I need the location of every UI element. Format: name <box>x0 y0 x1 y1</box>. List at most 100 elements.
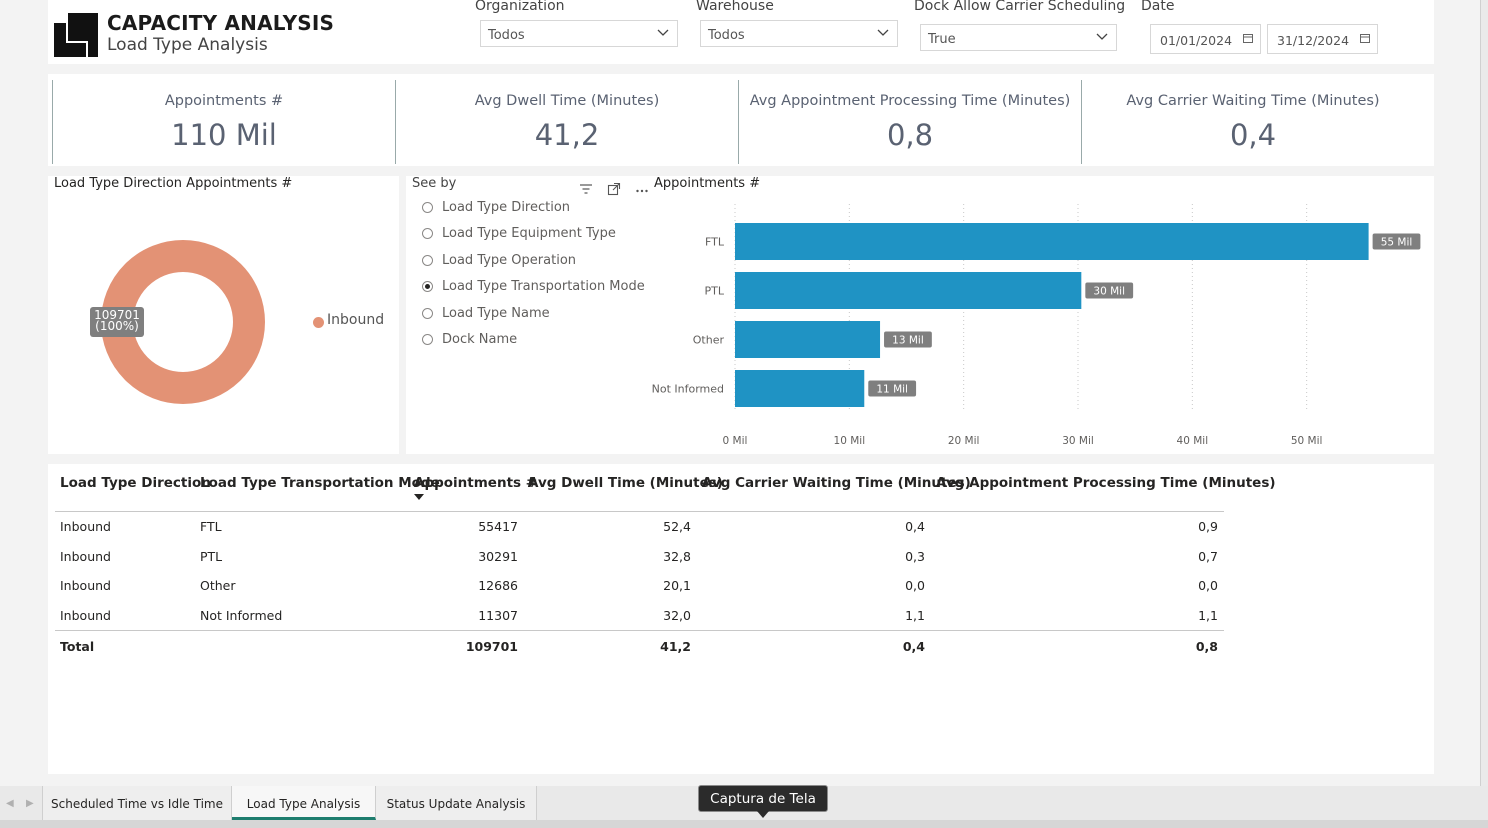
kpi-card-processing-time: Avg Appointment Processing Time (Minutes… <box>738 80 1081 164</box>
end-date-input[interactable]: 31/12/2024 <box>1267 24 1378 54</box>
total-appointments: 109701 <box>465 639 518 654</box>
slicer-option-label: Load Type Direction <box>442 200 571 215</box>
warehouse-dropdown[interactable]: Todos <box>700 20 898 47</box>
more-options-icon[interactable] <box>635 182 649 196</box>
column-header-waiting-time[interactable]: Avg Carrier Waiting Time (Minutes) <box>702 475 971 491</box>
warehouse-filter-label: Warehouse <box>696 0 774 14</box>
kpi-label: Avg Dwell Time (Minutes) <box>474 93 660 109</box>
bar[interactable] <box>735 321 881 358</box>
tooltip-pointer <box>757 811 769 818</box>
filter-icon[interactable] <box>579 182 593 196</box>
radio-empty-icon[interactable] <box>422 228 433 240</box>
donut-data-label: 109701 (100%) <box>90 307 144 337</box>
column-header-processing-time[interactable]: Avg Appointment Processing Time (Minutes… <box>936 475 1276 491</box>
tab-status-update[interactable]: Status Update Analysis <box>376 786 537 820</box>
cell-processing-time: 0,9 <box>1198 519 1218 534</box>
tab-load-type-analysis[interactable]: Load Type Analysis <box>232 786 376 820</box>
data-label: 13 Mil <box>892 335 924 347</box>
kpi-label: Avg Carrier Waiting Time (Minutes) <box>1126 93 1380 109</box>
bar[interactable] <box>735 223 1369 260</box>
kpi-card-appointments: Appointments # 110 Mil <box>52 80 395 164</box>
bar-chart-plot: 0 Mil 10 Mil 20 Mil 30 Mil 40 Mil 50 Mil FTL 55… <box>652 204 1421 447</box>
cell-direction: Inbound <box>60 578 111 594</box>
window-bottom-strip <box>0 820 1488 828</box>
column-header-direction[interactable]: Load Type Direction <box>60 475 211 491</box>
dock-scheduling-filter-label: Dock Allow Carrier Scheduling <box>914 0 1126 14</box>
data-label: 30 Mil <box>1093 286 1125 298</box>
kpi-label: Avg Appointment Processing Time (Minutes… <box>749 93 1071 109</box>
date-filter-label: Date <box>1141 0 1175 14</box>
report-subtitle: Load Type Analysis <box>107 35 268 55</box>
cell-processing-time: 1,1 <box>1198 608 1218 624</box>
data-label: 55 Mil <box>1381 237 1413 249</box>
slicer-title: See by <box>412 176 457 191</box>
legend-marker <box>313 317 324 328</box>
x-tick-label: 20 Mil <box>948 435 980 447</box>
x-tick-label: 50 Mil <box>1291 435 1323 447</box>
bar[interactable] <box>735 272 1082 309</box>
organization-filter-label: Organization <box>475 0 565 14</box>
dock-scheduling-dropdown-value: True <box>928 32 956 47</box>
legend-item-inbound[interactable]: Inbound <box>327 312 385 328</box>
column-header-appointments[interactable]: Appointments # <box>414 475 538 491</box>
total-divider <box>55 630 1224 631</box>
organization-dropdown[interactable]: Todos <box>480 20 678 47</box>
bar-chart-title: Appointments # <box>654 176 761 191</box>
kpi-value: 110 Mil <box>171 118 277 152</box>
slicer-option-label: Load Type Operation <box>442 252 577 268</box>
cell-appointments: 11307 <box>478 608 518 624</box>
cell-appointments: 12686 <box>478 578 518 594</box>
tab-scheduled-time[interactable]: Scheduled Time vs Idle Time <box>42 786 232 820</box>
cell-waiting-time: 1,1 <box>905 608 925 624</box>
data-label-badge <box>884 331 932 348</box>
y-category-label: Other <box>693 334 725 347</box>
tab-scroll-right-icon[interactable]: ▶ <box>26 798 34 809</box>
kpi-value: 0,4 <box>1229 118 1277 152</box>
cell-direction: Inbound <box>60 608 111 624</box>
dock-scheduling-dropdown[interactable]: True <box>920 24 1117 51</box>
bar[interactable] <box>735 370 865 407</box>
cell-dwell-time: 32,0 <box>663 608 691 624</box>
start-date-input[interactable]: 01/01/2024 <box>1150 24 1261 54</box>
x-tick-label: 10 Mil <box>834 435 866 447</box>
cell-transportation-mode: FTL <box>200 519 222 534</box>
cell-appointments: 55417 <box>478 519 518 534</box>
header-divider <box>55 511 1224 512</box>
report-canvas: CAPACITY ANALYSIS Load Type Analysis Org… <box>48 0 1481 786</box>
end-date-value: 31/12/2024 <box>1277 33 1350 48</box>
report-title: CAPACITY ANALYSIS <box>107 11 335 35</box>
y-category-label: FTL <box>705 236 725 249</box>
kpi-value: 41,2 <box>534 118 600 152</box>
slicer-option-label: Load Type Transportation Mode <box>442 279 645 295</box>
donut-chart-visual[interactable]: Load Type Direction Appointments # 10970… <box>48 176 399 454</box>
radio-empty-icon[interactable] <box>422 202 433 213</box>
calendar-icon[interactable] <box>1243 33 1253 43</box>
cell-waiting-time: 0,0 <box>905 578 925 594</box>
radio-selected-icon[interactable] <box>422 281 433 293</box>
kpi-card-waiting-time: Avg Carrier Waiting Time (Minutes) 0,4 <box>1081 80 1424 164</box>
x-tick-label: 40 Mil <box>1177 435 1209 447</box>
kpi-label: Appointments # <box>164 93 284 109</box>
kpi-value: 0,8 <box>886 118 934 152</box>
radio-empty-icon[interactable] <box>422 334 433 345</box>
total-dwell-time: 41,2 <box>660 639 691 654</box>
calendar-icon[interactable] <box>1360 33 1370 43</box>
radio-empty-icon[interactable] <box>422 254 433 266</box>
slicer-option-label: Load Type Equipment Type <box>442 226 616 242</box>
slicer-option-label: Dock Name <box>442 332 518 347</box>
focus-mode-icon[interactable] <box>607 182 621 196</box>
y-category-label: Not Informed <box>652 383 724 396</box>
sort-descending-icon[interactable] <box>414 494 424 500</box>
data-label-badge <box>1085 282 1134 299</box>
details-table: Load Type Direction Load Type Transporta… <box>48 464 1434 774</box>
cell-transportation-mode: Not Informed <box>200 608 283 624</box>
warehouse-dropdown-value: Todos <box>708 28 745 43</box>
chevron-down-icon <box>1096 33 1108 40</box>
cell-waiting-time: 0,4 <box>905 519 925 534</box>
cell-dwell-time: 20,1 <box>663 578 691 594</box>
tab-scroll-left-icon[interactable]: ◀ <box>6 798 14 809</box>
cell-appointments: 30291 <box>478 548 518 564</box>
column-header-dwell-time[interactable]: Avg Dwell Time (Minutes) <box>528 475 723 491</box>
radio-empty-icon[interactable] <box>422 307 433 319</box>
column-header-transportation-mode[interactable]: Load Type Transportation Mode <box>200 475 440 491</box>
